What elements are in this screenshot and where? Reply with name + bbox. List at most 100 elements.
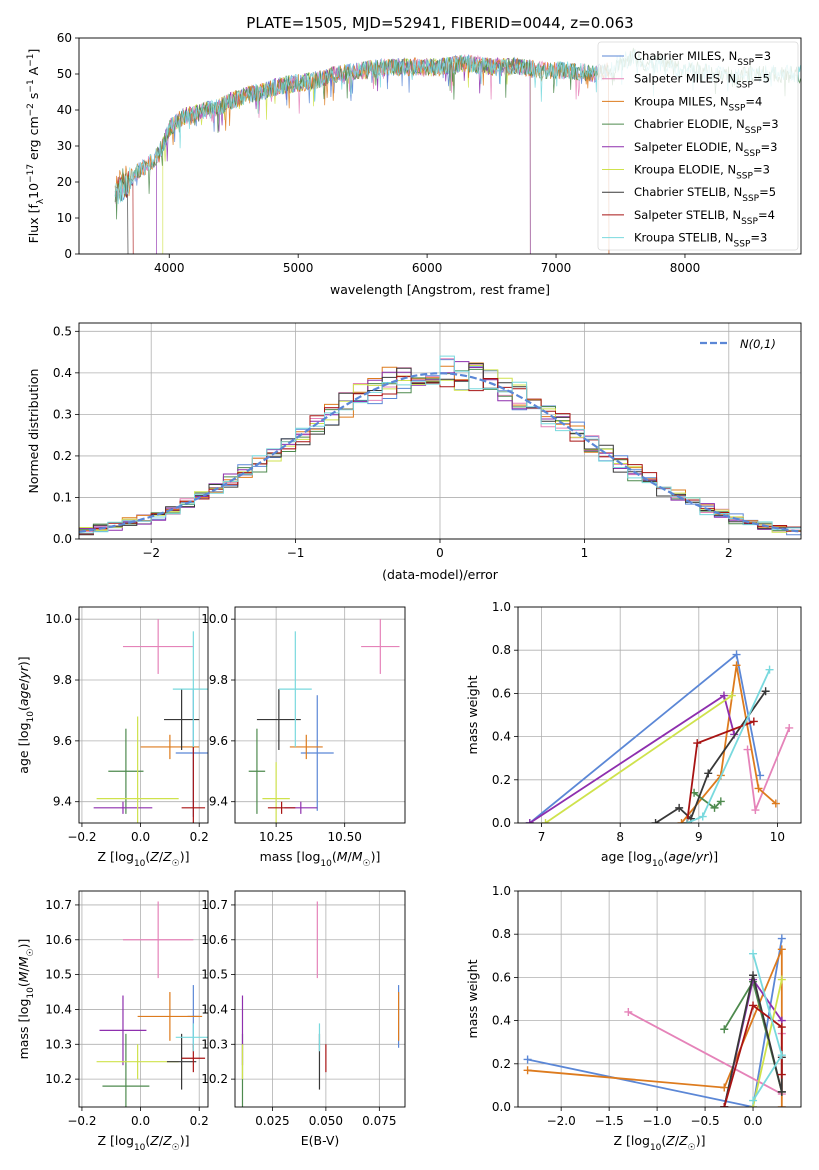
plus-marker xyxy=(675,803,684,812)
plus-marker xyxy=(777,1103,786,1107)
y-tick-label: 1.0 xyxy=(492,600,511,614)
mass-weight-vs-Z-axes: −2.0 −1.5 −1.0 −0.5 0.0 0.0 0.2 0.4 0.6 0.8 1.0 xyxy=(492,884,802,1128)
legend-label: Salpeter MILES, NSSP=5 xyxy=(634,72,770,91)
axes-frame xyxy=(517,606,802,824)
ticks: 0.025 0.050 0.075 10.2 10.3 10.4 10.5 10.6 10.7 xyxy=(201,898,396,1128)
errorbar-point xyxy=(175,1023,208,1052)
legend-label: Kroupa MILES, NSSP=4 xyxy=(634,94,762,113)
x-tick-label: 0.075 xyxy=(362,1114,396,1128)
plus-marker xyxy=(761,687,770,696)
y-tick-label: 9.6 xyxy=(209,734,228,748)
y-tick-label: 60 xyxy=(57,31,72,45)
histogram-step-line xyxy=(79,355,801,536)
plus-marker xyxy=(523,1066,532,1075)
errorbar-point xyxy=(181,746,206,823)
y-tick-label: 0.2 xyxy=(53,449,72,463)
legend-label: Kroupa STELIB, NSSP=3 xyxy=(634,231,767,250)
age-vs-Z-axes: −0.2 0.0 0.2 9.4 9.6 9.8 10.0 xyxy=(45,606,209,844)
mass-vs-Z-axes: −0.2 0.0 0.2 10.2 10.3 10.4 10.5 10.6 10.7 xyxy=(45,890,209,1128)
spectrum-ylabel: Flux [fλ10−17 erg cm−2 s−1 A−1] xyxy=(26,49,46,244)
y-tick-label: 0.8 xyxy=(492,643,511,657)
ticks: 7 8 9 10 0.0 0.2 0.4 0.6 0.8 1.0 xyxy=(492,600,785,844)
y-tick-label: 10 xyxy=(57,211,72,225)
plus-marker xyxy=(785,723,794,732)
y-tick-label: 9.6 xyxy=(53,734,72,748)
plus-marker xyxy=(732,661,741,670)
plus-marker xyxy=(677,819,686,823)
legend-label: Chabrier MILES, NSSP=3 xyxy=(634,49,771,68)
plus-marker xyxy=(683,819,692,823)
x-tick-label: 8 xyxy=(616,830,624,844)
histogram-ylabel: Normed distribution xyxy=(26,369,41,494)
plus-marker xyxy=(720,1103,729,1107)
mass-weight-line xyxy=(752,979,783,1107)
x-tick-label: 5000 xyxy=(283,261,314,275)
grid xyxy=(518,606,801,824)
x-tick-label: −0.5 xyxy=(690,1114,719,1128)
plus-marker xyxy=(541,819,550,823)
y-tick-label: 10.3 xyxy=(45,1037,72,1051)
plus-marker xyxy=(777,945,786,954)
plus-marker xyxy=(710,803,719,812)
plus-marker xyxy=(720,1083,729,1092)
mass-weight-line xyxy=(527,948,783,1107)
grid xyxy=(79,607,208,823)
errorbar-point xyxy=(102,1033,150,1107)
age-vs-mass-xlabel: mass [log10(M/M☉)] xyxy=(260,849,381,869)
mass-vs-ebv-axes: 0.025 0.050 0.075 10.2 10.3 10.4 10.5 10.6 10.7 xyxy=(201,890,406,1128)
plus-marker xyxy=(771,799,780,808)
y-tick-label: 30 xyxy=(57,139,72,153)
plus-marker xyxy=(698,812,707,821)
y-tick-label: 9.4 xyxy=(209,795,228,809)
age-vs-Z-xlabel: Z [log10(Z/Z☉)] xyxy=(97,849,189,869)
plus-marker xyxy=(777,975,786,984)
x-tick-label: 2 xyxy=(725,546,733,560)
y-tick-label: 0.2 xyxy=(492,773,511,787)
x-tick-label: −1.5 xyxy=(595,1114,624,1128)
y-tick-label: 10.2 xyxy=(201,1072,228,1086)
y-tick-label: 0.0 xyxy=(492,816,511,830)
y-tick-label: 0.4 xyxy=(492,1014,511,1028)
y-tick-label: 9.8 xyxy=(53,673,72,687)
x-tick-label: 1 xyxy=(581,546,589,560)
mass-vs-Z-xlabel: Z [log10(Z/Z☉)] xyxy=(97,1133,189,1153)
errorbar-point xyxy=(96,1044,179,1080)
y-tick-label: 10.6 xyxy=(201,933,228,947)
errorbar-point xyxy=(172,631,208,747)
y-tick-label: 9.4 xyxy=(53,795,72,809)
y-tick-label: 10.6 xyxy=(45,933,72,947)
plus-marker xyxy=(751,806,760,815)
y-tick-label: 1.0 xyxy=(492,884,511,898)
errorbar-point xyxy=(166,1033,197,1090)
age-vs-mass-axes: 10.25 10.50 9.4 9.6 9.8 10.0 xyxy=(201,606,406,844)
errorbar-point xyxy=(278,631,312,747)
y-tick-label: 0.4 xyxy=(492,730,511,744)
errorbar-point xyxy=(256,689,301,750)
mass-weight-vs-Z-ylabel: mass weight xyxy=(465,959,480,1038)
y-tick-label: 10.3 xyxy=(201,1037,228,1051)
y-tick-label: 10.5 xyxy=(201,968,228,982)
plus-marker xyxy=(727,691,736,700)
x-tick-label: 8000 xyxy=(670,261,701,275)
y-tick-label: 0.2 xyxy=(492,1057,511,1071)
mass-weight-line xyxy=(527,938,783,1107)
plus-marker xyxy=(716,797,725,806)
plus-marker xyxy=(523,1055,532,1064)
plus-marker xyxy=(732,650,741,659)
mass-weight-line xyxy=(723,1003,783,1107)
legend-label: N(0,1) xyxy=(740,337,776,351)
y-tick-label: 10.4 xyxy=(45,1002,72,1016)
mass-weight-vs-age-lines xyxy=(525,650,794,823)
axes-frame xyxy=(78,606,209,824)
gaussian-curve xyxy=(79,372,801,533)
ticks: 10.25 10.50 9.4 9.6 9.8 10.0 xyxy=(201,612,362,844)
errorbar-point xyxy=(96,716,179,823)
mass-vs-Z-errorbars xyxy=(96,901,208,1107)
y-tick-label: 0.8 xyxy=(492,927,511,941)
histogram-steps xyxy=(79,355,801,536)
errorbar-point xyxy=(99,995,147,1066)
errorbar-point xyxy=(93,801,153,814)
errorbar-point xyxy=(248,728,266,814)
errorbar-point xyxy=(140,734,200,760)
